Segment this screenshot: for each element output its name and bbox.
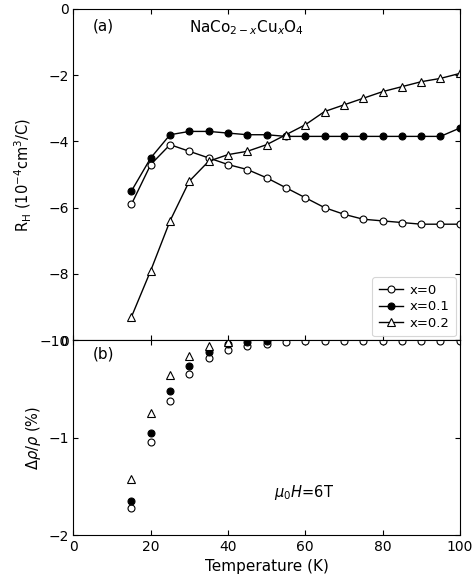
x=0.2 <box>457 70 463 77</box>
Text: NaCo$_{2-x}$Cu$_{x}$O$_{4}$: NaCo$_{2-x}$Cu$_{x}$O$_{4}$ <box>189 19 304 38</box>
Legend: x=0, x=0.1, x=0.2: x=0, x=0.1, x=0.2 <box>373 278 456 336</box>
x=0 <box>302 194 308 201</box>
x=0.1 <box>245 131 250 138</box>
x=0 <box>341 211 346 218</box>
x=0 <box>225 161 231 168</box>
x=0.2 <box>264 141 269 148</box>
x=0 <box>128 201 134 208</box>
x=0 <box>399 219 405 226</box>
x=0.1 <box>360 133 366 140</box>
Line: x=0: x=0 <box>128 141 463 228</box>
x=0 <box>167 141 173 148</box>
x=0.2 <box>225 151 231 158</box>
x=0.1 <box>264 131 269 138</box>
x=0 <box>360 216 366 223</box>
x=0 <box>438 220 443 228</box>
x=0 <box>380 218 385 225</box>
Text: $\mu_{0}H$=6T: $\mu_{0}H$=6T <box>274 483 334 502</box>
x=0.1 <box>167 131 173 138</box>
x=0.2 <box>128 313 134 320</box>
Text: (b): (b) <box>93 346 114 361</box>
Y-axis label: $\Delta\rho/\rho$ (%): $\Delta\rho/\rho$ (%) <box>24 406 43 470</box>
x=0 <box>457 220 463 228</box>
x=0.1 <box>225 129 231 136</box>
x=0.2 <box>322 108 328 115</box>
x=0.2 <box>418 78 424 85</box>
x=0.1 <box>399 133 405 140</box>
x=0.1 <box>418 133 424 140</box>
x=0.2 <box>167 218 173 225</box>
X-axis label: Temperature (K): Temperature (K) <box>205 560 328 574</box>
x=0.2 <box>283 131 289 138</box>
x=0 <box>148 161 154 168</box>
x=0.2 <box>341 101 346 108</box>
x=0.2 <box>245 148 250 155</box>
Y-axis label: R$_{\rm H}$ (10$^{-4}$cm$^{3}$/C): R$_{\rm H}$ (10$^{-4}$cm$^{3}$/C) <box>13 118 34 232</box>
x=0.2 <box>206 158 211 165</box>
x=0 <box>322 204 328 211</box>
x=0 <box>283 184 289 191</box>
x=0.2 <box>302 121 308 128</box>
Line: x=0.2: x=0.2 <box>128 69 464 321</box>
x=0 <box>206 155 211 162</box>
x=0 <box>186 148 192 155</box>
x=0 <box>418 220 424 228</box>
x=0.2 <box>148 267 154 274</box>
x=0.1 <box>322 133 328 140</box>
x=0.1 <box>206 128 211 135</box>
x=0.1 <box>302 133 308 140</box>
x=0.2 <box>438 75 443 82</box>
x=0.1 <box>457 125 463 132</box>
x=0.1 <box>341 133 346 140</box>
x=0 <box>245 166 250 173</box>
x=0.1 <box>283 133 289 140</box>
x=0.1 <box>438 133 443 140</box>
x=0.1 <box>128 188 134 195</box>
x=0.2 <box>360 95 366 102</box>
x=0 <box>264 174 269 181</box>
x=0.1 <box>380 133 385 140</box>
x=0.2 <box>380 88 385 95</box>
x=0.1 <box>186 128 192 135</box>
x=0.1 <box>148 155 154 162</box>
Line: x=0.1: x=0.1 <box>128 125 463 195</box>
x=0.2 <box>399 83 405 90</box>
x=0.2 <box>186 178 192 185</box>
Text: (a): (a) <box>93 19 114 34</box>
